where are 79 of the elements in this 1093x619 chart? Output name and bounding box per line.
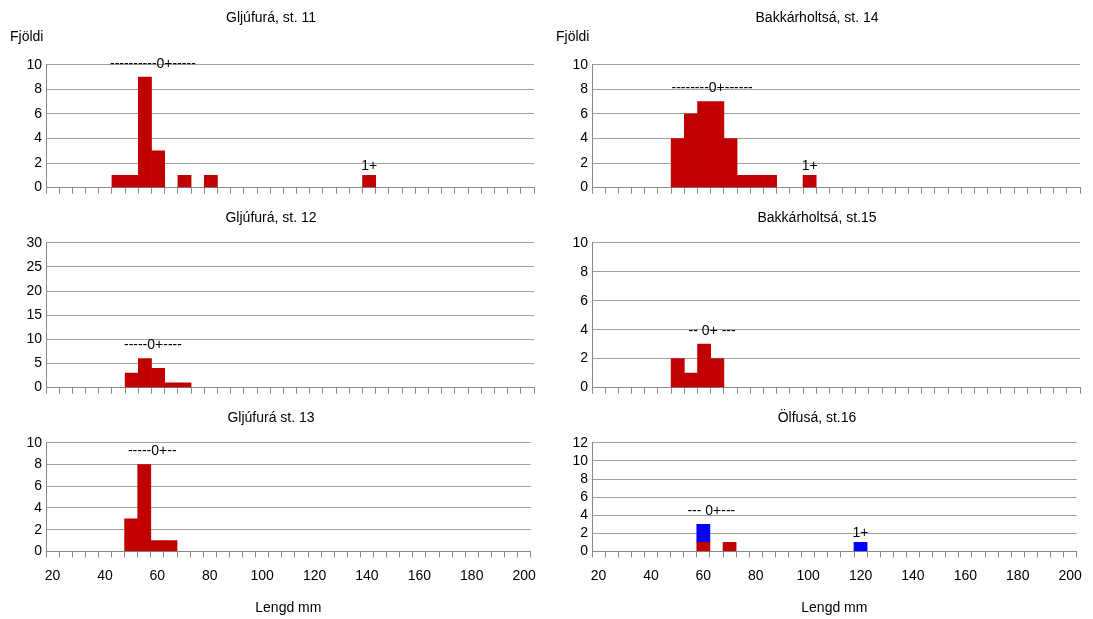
x-tick-label: 200 [512,566,537,583]
y-tick-label: 10 [26,330,43,347]
y-tick-label: 15 [26,306,43,323]
annotation: 1+ [361,157,378,174]
x-tick-label: 100 [250,566,275,583]
x-tick-label: 200 [1058,566,1083,583]
x-tick-label: 180 [460,566,484,583]
y-tick-label: 2 [34,520,43,537]
y-tick-label: 2 [34,153,43,170]
chart-title: Gljúfurá st. 13 [227,409,315,426]
y-tick-label: 0 [580,178,589,195]
y-tick-label: 8 [34,80,43,97]
y-tick-label: 10 [26,433,43,450]
x-tick-label: 40 [643,566,659,583]
annotation: -----0+---- [123,336,183,353]
y-tick-label: 6 [580,487,589,504]
x-tick-label: 140 [355,566,379,583]
y-tick-label: 0 [580,542,589,559]
y-tick-label: 8 [580,262,589,279]
bar [362,174,377,188]
y-tick-label: 4 [580,320,589,337]
x-tick-label: 100 [796,566,821,583]
x-tick-label: 120 [848,566,873,583]
y-tick-label: 2 [580,153,589,170]
y-tick-label: 8 [34,455,43,472]
x-tick-label: 80 [201,566,218,583]
annotation: -- 0+ --- [688,322,736,339]
annotation: ----------0+----- [109,54,197,71]
chart-title: Bakkárholtsá, st.15 [757,209,877,226]
chart-title: Gljúfurá, st. 11 [225,9,317,26]
y-tick-label: 20 [26,281,43,298]
x-tick-label: 60 [695,566,712,583]
chart-title: Bakkárholtsá, st. 14 [755,9,879,26]
y-tick-label: 4 [580,506,589,523]
bar [177,174,192,188]
x-tick-label: 160 [407,566,432,583]
y-tick-label: 4 [34,498,43,515]
y-axis-title: Fjöldi [556,27,590,44]
y-tick-label: 6 [580,291,589,308]
x-tick-label: 160 [953,566,978,583]
chart-title: Gljúfurá, st. 12 [225,209,317,226]
annotation: 1+ [801,157,818,174]
y-tick-label: 2 [580,349,589,366]
x-tick-label: 60 [149,566,166,583]
x-tick-label: 40 [97,566,113,583]
annotation: --------0+------ [671,79,754,96]
y-tick-label: 12 [572,433,589,450]
x-tick-label: 180 [1006,566,1030,583]
y-tick-label: 6 [34,104,43,121]
x-axis-title: Lengd mm [801,599,868,616]
bar [203,174,218,188]
y-tick-label: 4 [34,129,43,146]
y-tick-label: 2 [580,524,589,541]
annotation: -----0+-- [127,442,177,459]
y-tick-label: 0 [580,378,589,395]
chart-title: Ölfusá, st.16 [777,408,857,426]
y-tick-label: 8 [580,80,589,97]
y-tick-label: 10 [26,55,43,72]
annotation: --- 0+--- [687,502,736,519]
x-tick-label: 140 [901,566,925,583]
y-tick-label: 0 [34,378,43,395]
y-tick-label: 10 [572,233,589,250]
y-tick-label: 5 [34,354,43,371]
y-tick-label: 10 [572,55,589,72]
x-tick-label: 80 [747,566,764,583]
y-tick-label: 0 [34,178,43,195]
bar [802,174,817,188]
y-axis-title: Fjöldi [10,27,44,44]
x-tick-label: 120 [302,566,327,583]
y-tick-label: 0 [34,542,43,559]
y-tick-label: 30 [26,233,43,250]
annotation: 1+ [852,524,869,541]
y-tick-label: 25 [26,257,43,274]
y-tick-label: 6 [580,104,589,121]
y-tick-label: 4 [580,129,589,146]
y-tick-label: 10 [572,451,589,468]
y-tick-label: 8 [580,469,589,486]
y-tick-label: 6 [34,477,43,494]
x-axis-title: Lengd mm [255,599,322,616]
